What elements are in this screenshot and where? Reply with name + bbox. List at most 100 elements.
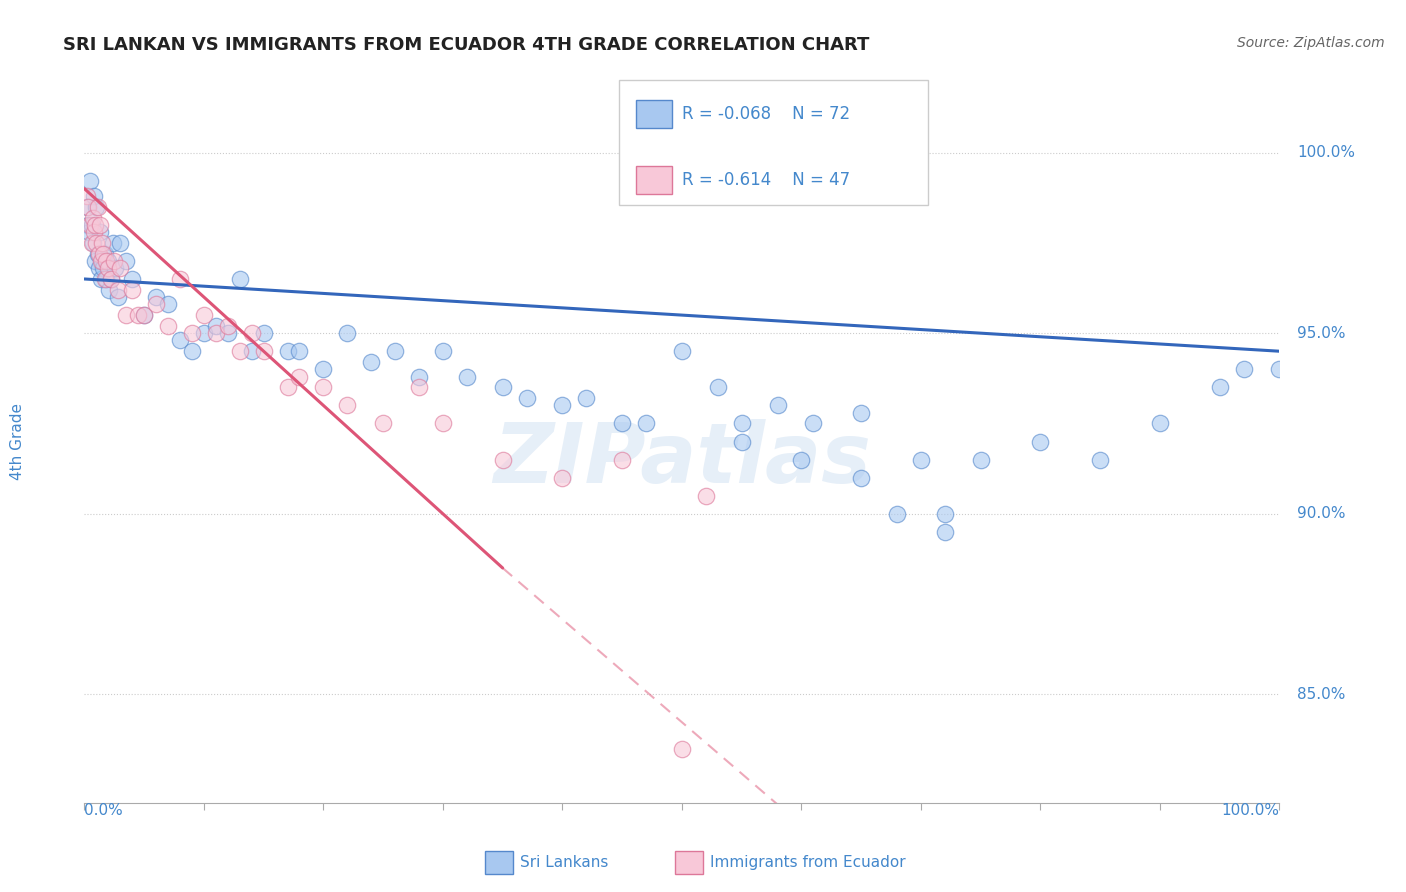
Point [107,290,129,304]
Point [277,344,299,359]
Point [193,308,215,322]
Point [84,254,107,268]
Point [205,326,228,341]
Point [181,326,204,341]
Text: 100.0%: 100.0% [1222,803,1279,818]
Text: Source: ZipAtlas.com: Source: ZipAtlas.com [1237,36,1385,50]
Text: 95.0%: 95.0% [1298,326,1346,341]
Point [94,254,117,268]
Text: SRI LANKAN VS IMMIGRANTS FROM ECUADOR 4TH GRADE CORRELATION CHART: SRI LANKAN VS IMMIGRANTS FROM ECUADOR 4T… [63,36,870,54]
Text: 4th Grade: 4th Grade [10,403,24,480]
Point [803,417,825,431]
Point [83,189,105,203]
Point [89,225,111,239]
Point [934,524,956,539]
Point [551,471,574,485]
Point [492,452,515,467]
Point [671,741,693,756]
Point [492,380,515,394]
Point [360,355,382,369]
Point [101,235,124,250]
Point [79,218,101,232]
Point [229,344,252,359]
Point [98,283,121,297]
Point [121,272,143,286]
Point [851,406,873,420]
Point [695,489,717,503]
Point [80,218,103,232]
Point [145,297,167,311]
Point [1233,362,1256,376]
Point [886,507,908,521]
Point [193,326,215,341]
Point [731,434,754,449]
Text: 90.0%: 90.0% [1298,507,1346,521]
Point [103,254,125,268]
Point [408,369,430,384]
Point [636,417,658,431]
Point [100,272,122,286]
Point [93,272,115,286]
Point [87,261,110,276]
Point [384,344,406,359]
Point [432,344,454,359]
Point [707,380,730,394]
Point [766,399,789,413]
Point [86,235,108,250]
Point [408,380,430,394]
Point [253,326,276,341]
Point [86,200,108,214]
Point [456,369,478,384]
Text: Immigrants from Ecuador: Immigrants from Ecuador [710,855,905,870]
Point [575,391,598,405]
Point [91,235,114,250]
Text: Sri Lankans: Sri Lankans [520,855,609,870]
Text: 85.0%: 85.0% [1298,687,1346,702]
Point [127,308,149,322]
Point [79,174,101,188]
Point [100,272,122,286]
Point [671,344,693,359]
Point [612,417,634,431]
Point [157,297,180,311]
Point [115,254,138,268]
Point [205,318,228,333]
Point [1149,417,1171,431]
Point [253,344,276,359]
Point [145,290,167,304]
Point [115,308,138,322]
Point [1209,380,1232,394]
Point [110,235,132,250]
Point [104,261,127,276]
Point [970,452,993,467]
Point [229,272,252,286]
Point [77,200,100,214]
Point [89,218,111,232]
Text: ZIPatlas: ZIPatlas [494,419,870,500]
Point [277,380,299,394]
Point [132,308,156,322]
Point [157,318,180,333]
Point [80,235,103,250]
Point [169,334,191,348]
Point [94,272,117,286]
Point [790,452,813,467]
Point [432,417,454,431]
Point [217,318,239,333]
Point [97,254,120,268]
Point [86,246,108,260]
Point [181,344,204,359]
Point [84,218,107,232]
Text: R = -0.068    N = 72: R = -0.068 N = 72 [682,105,851,123]
Point [240,344,263,359]
Point [77,225,100,239]
Point [93,246,115,260]
Point [551,399,574,413]
Text: 0.0%: 0.0% [84,803,124,818]
Point [93,261,115,276]
Point [851,471,873,485]
Point [516,391,538,405]
Point [910,452,932,467]
Point [336,326,359,341]
Point [288,369,311,384]
